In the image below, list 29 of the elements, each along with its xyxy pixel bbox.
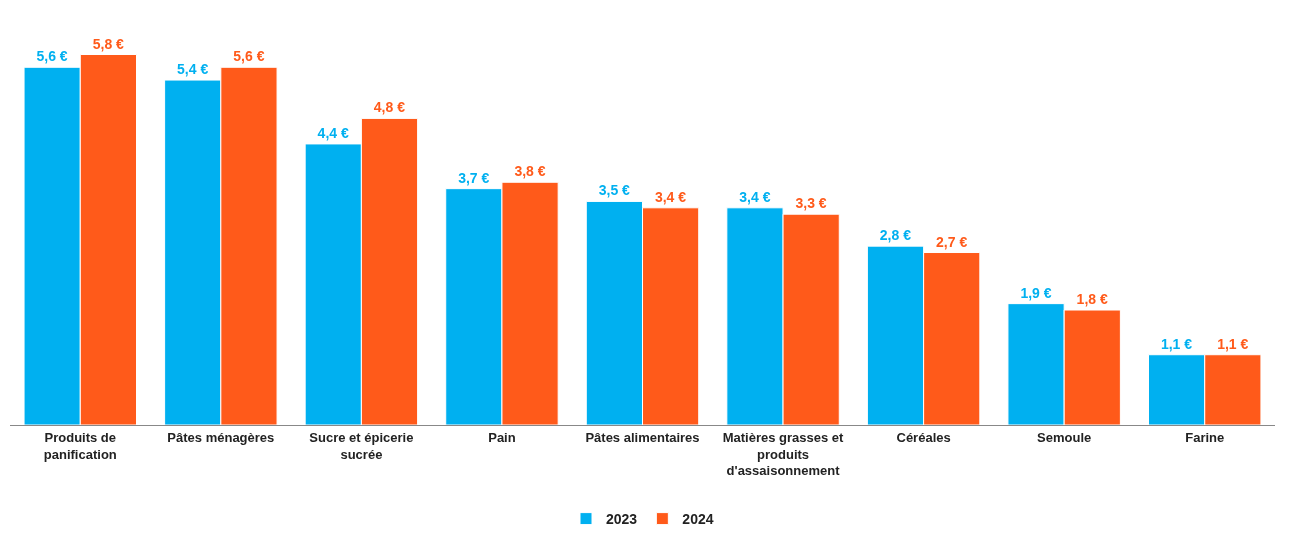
x-tick-label: Sucre et épicerie sucrée [309,429,414,462]
x-tick-label: Matières grasses et produits d'assaisonnement [722,429,845,479]
x-tick-label: Pâtes alimentaires [585,429,700,445]
data-label: 1,1 € [1217,335,1249,352]
data-label: 4,8 € [373,99,406,116]
x-tick-label: Produits de panification [43,429,117,462]
data-label: 3,4 € [654,188,687,205]
data-label: 3,5 € [598,182,631,199]
x-tick-label: Semoule [1037,429,1092,445]
data-label: 3,4 € [739,188,771,205]
data-label: 5,6 € [36,48,68,65]
data-label: 1,1 € [1160,335,1193,352]
data-label: 3,7 € [458,169,490,186]
x-tick-label: Farine [1185,429,1225,445]
data-label: 3,3 € [795,195,827,212]
x-tick-label: Céréales [896,429,951,445]
data-label: 5,4 € [177,61,209,78]
x-tick-label: Pâtes ménagères [167,429,275,445]
data-label: 4,4 € [317,124,349,141]
legend-label: 2024 [682,511,714,528]
data-label: 5,8 € [92,35,125,52]
data-label: 2,7 € [936,233,968,250]
legend-label: 2023 [606,511,638,528]
data-label: 1,8 € [1076,291,1108,308]
data-label: 1,9 € [1020,284,1052,301]
data-label: 2,8 € [879,227,912,244]
data-label: 5,6 € [233,48,265,65]
x-tick-label: Pain [488,429,516,445]
data-label: 3,8 € [514,163,546,180]
